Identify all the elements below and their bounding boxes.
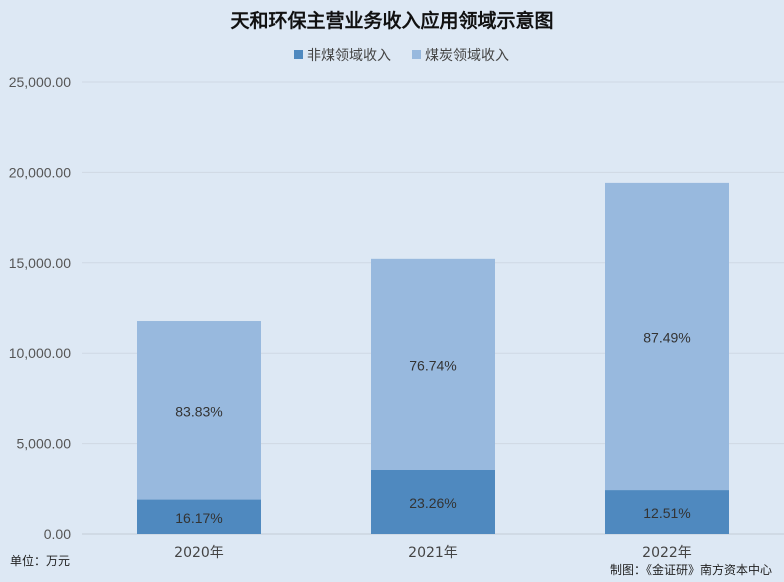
data-label: 12.51% <box>643 505 690 521</box>
x-tick-label: 2021年 <box>408 545 458 561</box>
chart-title: 天和环保主营业务收入应用领域示意图 <box>230 9 553 32</box>
data-label: 87.49% <box>643 329 690 345</box>
legend-label-coal: 煤炭领域收入 <box>425 48 509 64</box>
data-label: 76.74% <box>409 357 456 373</box>
bar-segment <box>371 469 495 534</box>
x-tick-label: 2022年 <box>642 545 692 561</box>
x-axis-ticks: 2020年 2021年 2022年 <box>174 545 692 561</box>
data-label: 23.26% <box>409 495 456 511</box>
y-tick-label: 20,000.00 <box>9 164 71 180</box>
data-label: 16.17% <box>175 510 222 526</box>
legend-swatch-non-coal <box>294 50 303 59</box>
unit-note: 单位：万元 <box>10 553 70 568</box>
y-tick-label: 5,000.00 <box>17 436 72 452</box>
bar-segment <box>605 490 729 534</box>
y-axis-ticks: 0.00 5,000.00 10,000.00 15,000.00 20,000.00 2… <box>9 74 72 542</box>
y-tick-label: 25,000.00 <box>9 74 71 90</box>
bar-segment <box>137 499 261 534</box>
bar-segment <box>137 321 261 500</box>
y-tick-label: 10,000.00 <box>9 345 71 361</box>
legend: 非煤领域收入 煤炭领域收入 <box>294 48 509 64</box>
y-tick-label: 15,000.00 <box>9 255 71 271</box>
legend-label-non-coal: 非煤领域收入 <box>307 48 391 64</box>
y-tick-label: 0.00 <box>44 526 71 542</box>
data-labels: 16.17% 83.83% 23.26% 76.74% 12.51% 87.49% <box>175 329 690 525</box>
source-note: 制图：《金证研》南方资本中心 <box>610 562 772 577</box>
bar-segment <box>605 182 729 491</box>
bars <box>137 182 729 534</box>
legend-swatch-coal <box>412 50 421 59</box>
bar-segment <box>371 258 495 470</box>
x-tick-label: 2020年 <box>174 545 224 561</box>
data-label: 83.83% <box>175 403 222 419</box>
